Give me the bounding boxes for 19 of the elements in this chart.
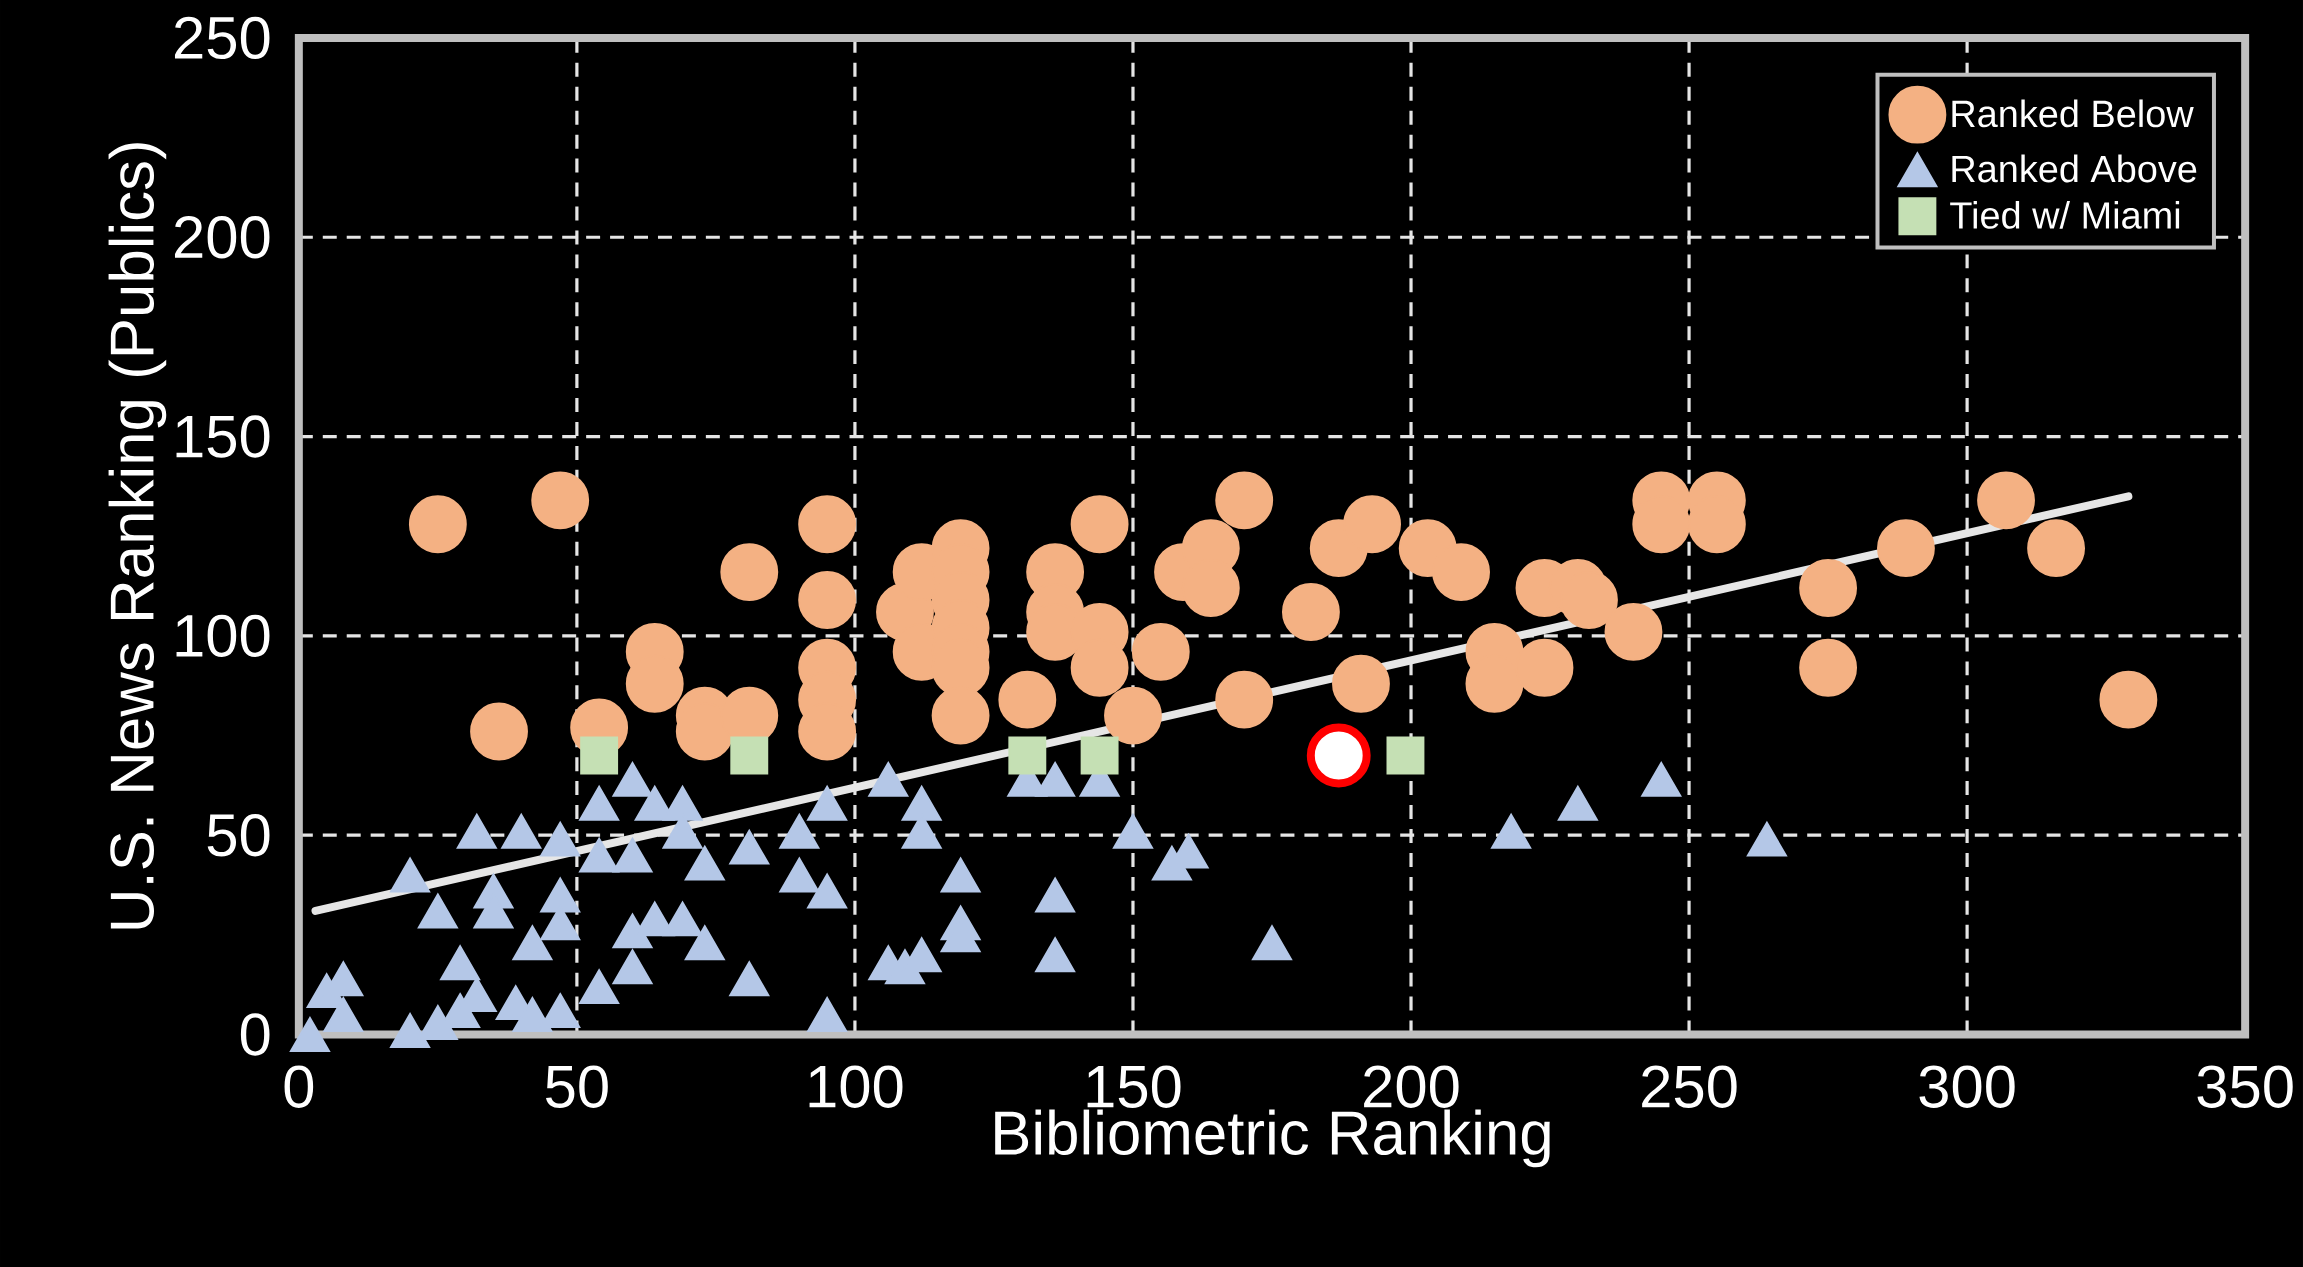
y-axis-title: U.S. News Ranking (Publics) <box>108 143 167 929</box>
legend-label: Tied w/ Miami <box>1950 201 2180 229</box>
x-tick-label: 0 <box>284 1065 314 1108</box>
x-axis-title: Bibliometric Ranking <box>995 1109 1550 1168</box>
legend-label: Ranked Above <box>1952 154 2197 183</box>
y-tick-label: 150 <box>176 415 270 458</box>
y-tick-label: 250 <box>174 16 270 60</box>
x-tick-label: 50 <box>546 1065 608 1108</box>
legend-label: Ranked Below <box>1952 99 2194 128</box>
y-tick-label: 200 <box>174 216 270 259</box>
x-tick-label: 300 <box>1919 1065 2015 1108</box>
y-tick-label: 50 <box>207 814 270 857</box>
x-tick-label: 150 <box>1087 1065 1181 1108</box>
x-tick-label: 200 <box>1364 1065 1459 1108</box>
x-tick-label: 100 <box>809 1065 903 1108</box>
x-tick-label: 250 <box>1642 1065 1737 1108</box>
y-tick-label: 100 <box>176 614 270 658</box>
y-tick-label: 0 <box>240 1013 270 1056</box>
x-tick-label: 350 <box>2197 1065 2293 1108</box>
